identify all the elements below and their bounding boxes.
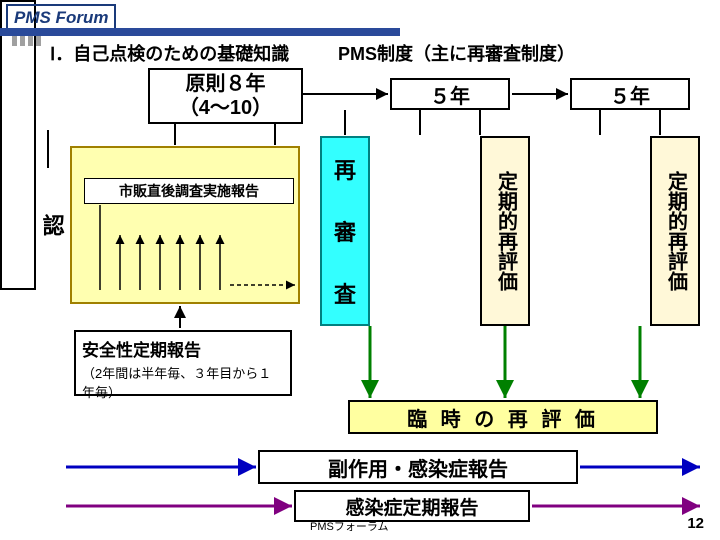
safety-title: 安全性定期報告 [82,336,284,361]
approval-text: 承認 [32,185,64,445]
header-notches [12,36,41,46]
side-effect-box: 副作用・感染症報告 [258,450,578,484]
periodic-reeval-box-1: 定期的再評価 [480,136,530,326]
periodic-reeval-box-2: 定期的再評価 [650,136,700,326]
page-number: 12 [687,515,704,532]
safety-note: （2年間は半年毎、３年目から１年毎） [82,363,284,401]
principle-line2: （4～10） [179,96,272,120]
five-year-box-1: ５年 [390,78,510,110]
five-year-box-2: ５年 [570,78,690,110]
principle-box: 原則８年 （4～10） [148,68,303,124]
pms-title: PMS制度（主に再審査制度） [338,40,575,66]
adhoc-reeval-box: 臨 時 の 再 評 価 [348,400,658,434]
re-examination-box: 再 審 査 [320,136,370,326]
footer-text: PMSフォーラム [310,518,389,534]
periodic-text-2: 定期的再評価 [663,171,688,291]
section-title: Ⅰ．自己点検のための基礎知識 [50,40,289,66]
re-exam-char1: 再 [334,153,356,185]
periodic-text-1: 定期的再評価 [493,171,518,291]
yellow-region [70,146,300,304]
safety-report-box: 安全性定期報告 （2年間は半年毎、３年目から１年毎） [74,330,292,396]
principle-line1: 原則８年 [186,72,266,96]
re-exam-char3: 査 [334,277,356,309]
header-underline [0,28,400,36]
market-report-box: 市販直後調査実施報告 [84,178,294,204]
re-exam-char2: 審 [334,215,356,247]
